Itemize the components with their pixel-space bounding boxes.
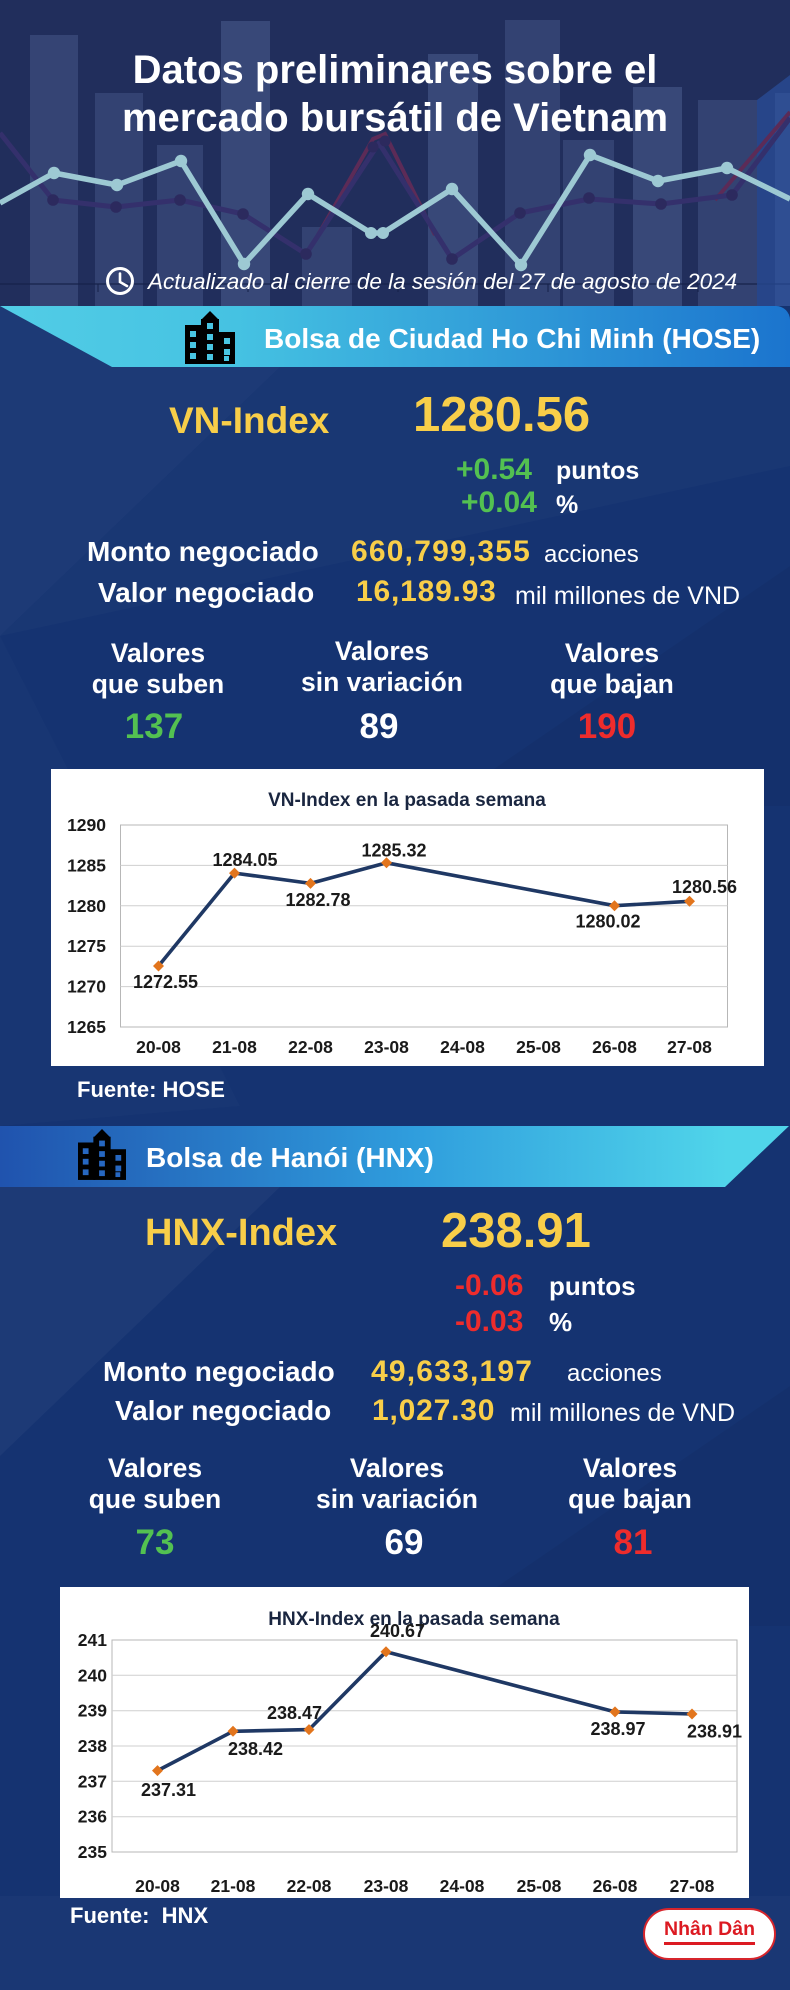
svg-text:238.97: 238.97: [590, 1719, 645, 1739]
svg-text:238.47: 238.47: [267, 1703, 322, 1723]
svg-text:1280: 1280: [67, 896, 106, 916]
svg-text:1285: 1285: [67, 855, 106, 875]
svg-text:1280.56: 1280.56: [672, 877, 737, 897]
svg-text:HNX-Index en la pasada semana: HNX-Index en la pasada semana: [268, 1609, 560, 1630]
svg-text:240.67: 240.67: [370, 1621, 425, 1641]
svg-text:20-08: 20-08: [135, 1876, 180, 1896]
svg-text:1275: 1275: [67, 936, 106, 956]
svg-text:23-08: 23-08: [364, 1037, 409, 1057]
svg-text:1280.02: 1280.02: [575, 912, 640, 932]
svg-text:241: 241: [78, 1630, 107, 1650]
svg-text:1290: 1290: [67, 815, 106, 835]
svg-text:1285.32: 1285.32: [361, 841, 426, 861]
svg-text:1282.78: 1282.78: [285, 890, 350, 910]
svg-text:21-08: 21-08: [212, 1037, 257, 1057]
svg-text:236: 236: [78, 1807, 107, 1827]
svg-text:25-08: 25-08: [517, 1876, 562, 1896]
svg-text:237: 237: [78, 1771, 107, 1791]
svg-text:235: 235: [78, 1842, 107, 1862]
svg-text:238.91: 238.91: [687, 1722, 742, 1742]
svg-text:26-08: 26-08: [593, 1876, 638, 1896]
svg-text:VN-Index en la pasada semana: VN-Index en la pasada semana: [268, 790, 546, 811]
svg-text:24-08: 24-08: [440, 1876, 485, 1896]
svg-text:25-08: 25-08: [516, 1037, 561, 1057]
svg-text:1284.05: 1284.05: [212, 850, 277, 870]
svg-text:237.31: 237.31: [141, 1780, 196, 1800]
svg-text:240: 240: [78, 1665, 107, 1685]
svg-text:27-08: 27-08: [667, 1037, 712, 1057]
svg-text:22-08: 22-08: [287, 1876, 332, 1896]
svg-text:1265: 1265: [67, 1017, 106, 1037]
svg-text:27-08: 27-08: [670, 1876, 715, 1896]
svg-text:26-08: 26-08: [592, 1037, 637, 1057]
svg-text:238: 238: [78, 1736, 107, 1756]
svg-text:1270: 1270: [67, 977, 106, 997]
svg-text:20-08: 20-08: [136, 1037, 181, 1057]
svg-text:1272.55: 1272.55: [133, 972, 198, 992]
svg-text:22-08: 22-08: [288, 1037, 333, 1057]
svg-text:23-08: 23-08: [364, 1876, 409, 1896]
svg-text:24-08: 24-08: [440, 1037, 485, 1057]
svg-text:21-08: 21-08: [211, 1876, 256, 1896]
svg-text:238.42: 238.42: [228, 1739, 283, 1759]
svg-text:239: 239: [78, 1701, 107, 1721]
